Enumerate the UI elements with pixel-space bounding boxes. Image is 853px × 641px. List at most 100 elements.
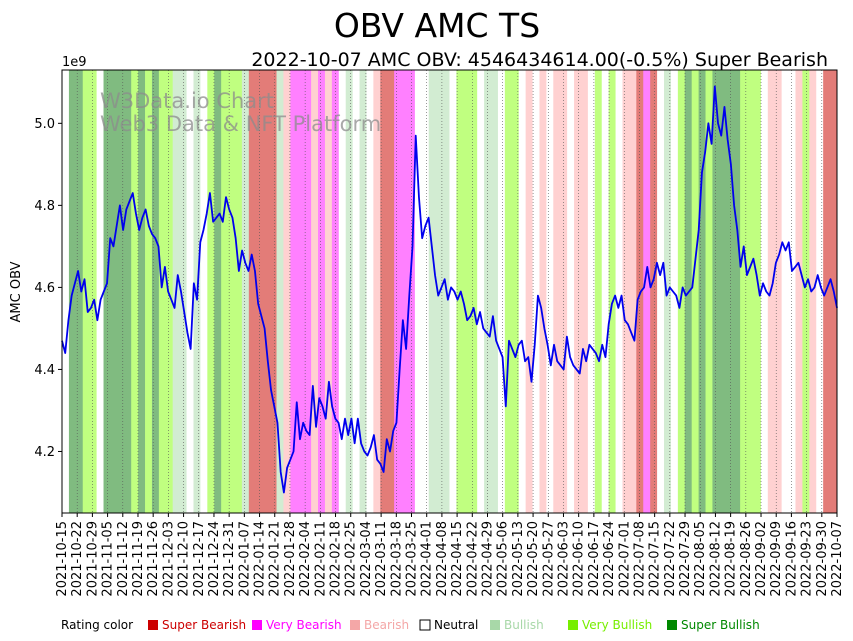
x-tick-label-24: 2022-04-01	[420, 521, 435, 597]
rating-band-21	[290, 70, 312, 513]
rating-band-45	[539, 70, 547, 513]
rating-band-41	[504, 70, 520, 513]
rating-band-9	[158, 70, 174, 513]
rating-band-16	[221, 70, 243, 513]
rating-band-71	[781, 70, 796, 513]
x-tick-label-31: 2022-05-20	[526, 521, 541, 597]
rating-band-36	[449, 70, 457, 513]
rating-band-28	[352, 70, 360, 513]
legend-label-6: Super Bullish	[681, 618, 760, 632]
rating-band-65	[698, 70, 706, 513]
x-tick-label-22: 2022-03-18	[389, 521, 404, 597]
x-tick-label-47: 2022-09-09	[769, 521, 784, 597]
x-tick-label-26: 2022-04-15	[450, 521, 465, 597]
rating-band-47	[553, 70, 568, 513]
x-tick-label-10: 2021-12-24	[207, 521, 222, 597]
rating-band-38	[477, 70, 485, 513]
rating-band-22	[311, 70, 319, 513]
rating-band-5	[131, 70, 139, 513]
x-tick-label-49: 2022-09-23	[800, 521, 815, 597]
rating-band-64	[691, 70, 700, 513]
legend-swatch-3	[419, 619, 431, 631]
rating-band-33	[394, 70, 416, 513]
x-axis-ticks: 2021-10-15 2021-10-22 2021-10-29 2021-11-05…	[55, 513, 845, 597]
rating-band-76	[823, 70, 838, 513]
y-tick-label-4: 5.0	[34, 117, 55, 132]
x-tick-label-34: 2022-06-10	[572, 521, 587, 597]
legend-title: Rating color	[61, 618, 133, 632]
rating-band-10	[172, 70, 187, 513]
rating-band-57	[643, 70, 651, 513]
rating-band-31	[373, 70, 381, 513]
rating-band-4	[103, 70, 132, 513]
rating-band-46	[546, 70, 554, 513]
legend-label-0: Super Bearish	[162, 618, 246, 632]
x-tick-label-41: 2022-07-29	[678, 521, 693, 597]
rating-band-50	[587, 70, 596, 513]
rating-band-69	[760, 70, 769, 513]
y-axis-ticks: 4.2 4.4 4.6 4.8 5.0	[34, 117, 62, 460]
rating-band-52	[601, 70, 610, 513]
x-tick-label-20: 2022-03-04	[359, 521, 374, 597]
rating-band-11	[186, 70, 194, 513]
x-tick-label-11: 2021-12-31	[222, 521, 237, 597]
rating-band-29	[359, 70, 367, 513]
rating-band-54	[615, 70, 623, 513]
x-tick-label-1: 2021-10-22	[70, 521, 85, 597]
watermark-line-1: W3Data.io Chart	[100, 89, 274, 113]
legend-label-5: Very Bullish	[582, 618, 652, 632]
y-tick-label-2: 4.6	[34, 281, 55, 296]
rating-band-70	[767, 70, 783, 513]
x-tick-label-29: 2022-05-06	[496, 521, 511, 597]
legend-swatch-5	[568, 620, 578, 630]
chart-title: OBV AMC TS	[334, 6, 540, 45]
y-tick-label-3: 4.8	[34, 199, 55, 214]
rating-band-39	[484, 70, 499, 513]
legend-label-2: Bearish	[364, 618, 409, 632]
y-tick-label-0: 4.2	[34, 445, 55, 460]
plot-frame	[61, 69, 838, 514]
x-tick-label-9: 2021-12-17	[192, 521, 207, 597]
x-tick-label-48: 2022-09-16	[784, 521, 799, 597]
rating-band-42	[518, 70, 527, 513]
rating-band-55	[622, 70, 637, 513]
rating-band-68	[740, 70, 762, 513]
rating-band-51	[594, 70, 603, 513]
rating-band-43	[525, 70, 533, 513]
x-tick-label-43: 2022-08-12	[708, 521, 723, 597]
y-axis-label: AMC OBV	[9, 261, 24, 322]
legend-swatch-1	[252, 620, 262, 630]
legend-label-1: Very Bearish	[266, 618, 342, 632]
rating-band-6	[138, 70, 146, 513]
rating-band-30	[366, 70, 374, 513]
rating-band-72	[795, 70, 803, 513]
x-tick-label-42: 2022-08-05	[693, 521, 708, 597]
x-tick-label-21: 2022-03-11	[374, 521, 389, 597]
rating-band-23	[318, 70, 326, 513]
legend-swatch-6	[667, 620, 677, 630]
rating-band-32	[380, 70, 395, 513]
x-tick-label-30: 2022-05-13	[511, 521, 526, 597]
x-tick-label-6: 2021-11-26	[146, 521, 161, 597]
x-tick-label-16: 2022-02-04	[298, 521, 313, 597]
rating-band-58	[650, 70, 658, 513]
rating-band-25	[331, 70, 340, 513]
rating-band-75	[816, 70, 824, 513]
rating-band-13	[200, 70, 208, 513]
x-tick-label-44: 2022-08-19	[724, 521, 739, 597]
x-tick-label-3: 2021-11-05	[101, 521, 116, 597]
x-tick-label-45: 2022-08-26	[739, 521, 754, 597]
rating-band-1	[68, 70, 84, 513]
rating-band-40	[497, 70, 506, 513]
rating-band-74	[809, 70, 817, 513]
rating-band-17	[241, 70, 250, 513]
x-tick-label-50: 2022-09-30	[815, 521, 830, 597]
x-tick-label-15: 2022-01-28	[283, 521, 298, 597]
rating-band-49	[574, 70, 589, 513]
rating-legend: Rating color Super Bearish Very Bearish Be…	[61, 618, 760, 632]
rating-band-44	[532, 70, 540, 513]
obv-line	[61, 85, 838, 494]
x-tick-label-2: 2021-10-29	[85, 521, 100, 597]
x-tick-label-5: 2021-11-19	[131, 521, 146, 597]
legend-label-4: Bullish	[504, 618, 544, 632]
